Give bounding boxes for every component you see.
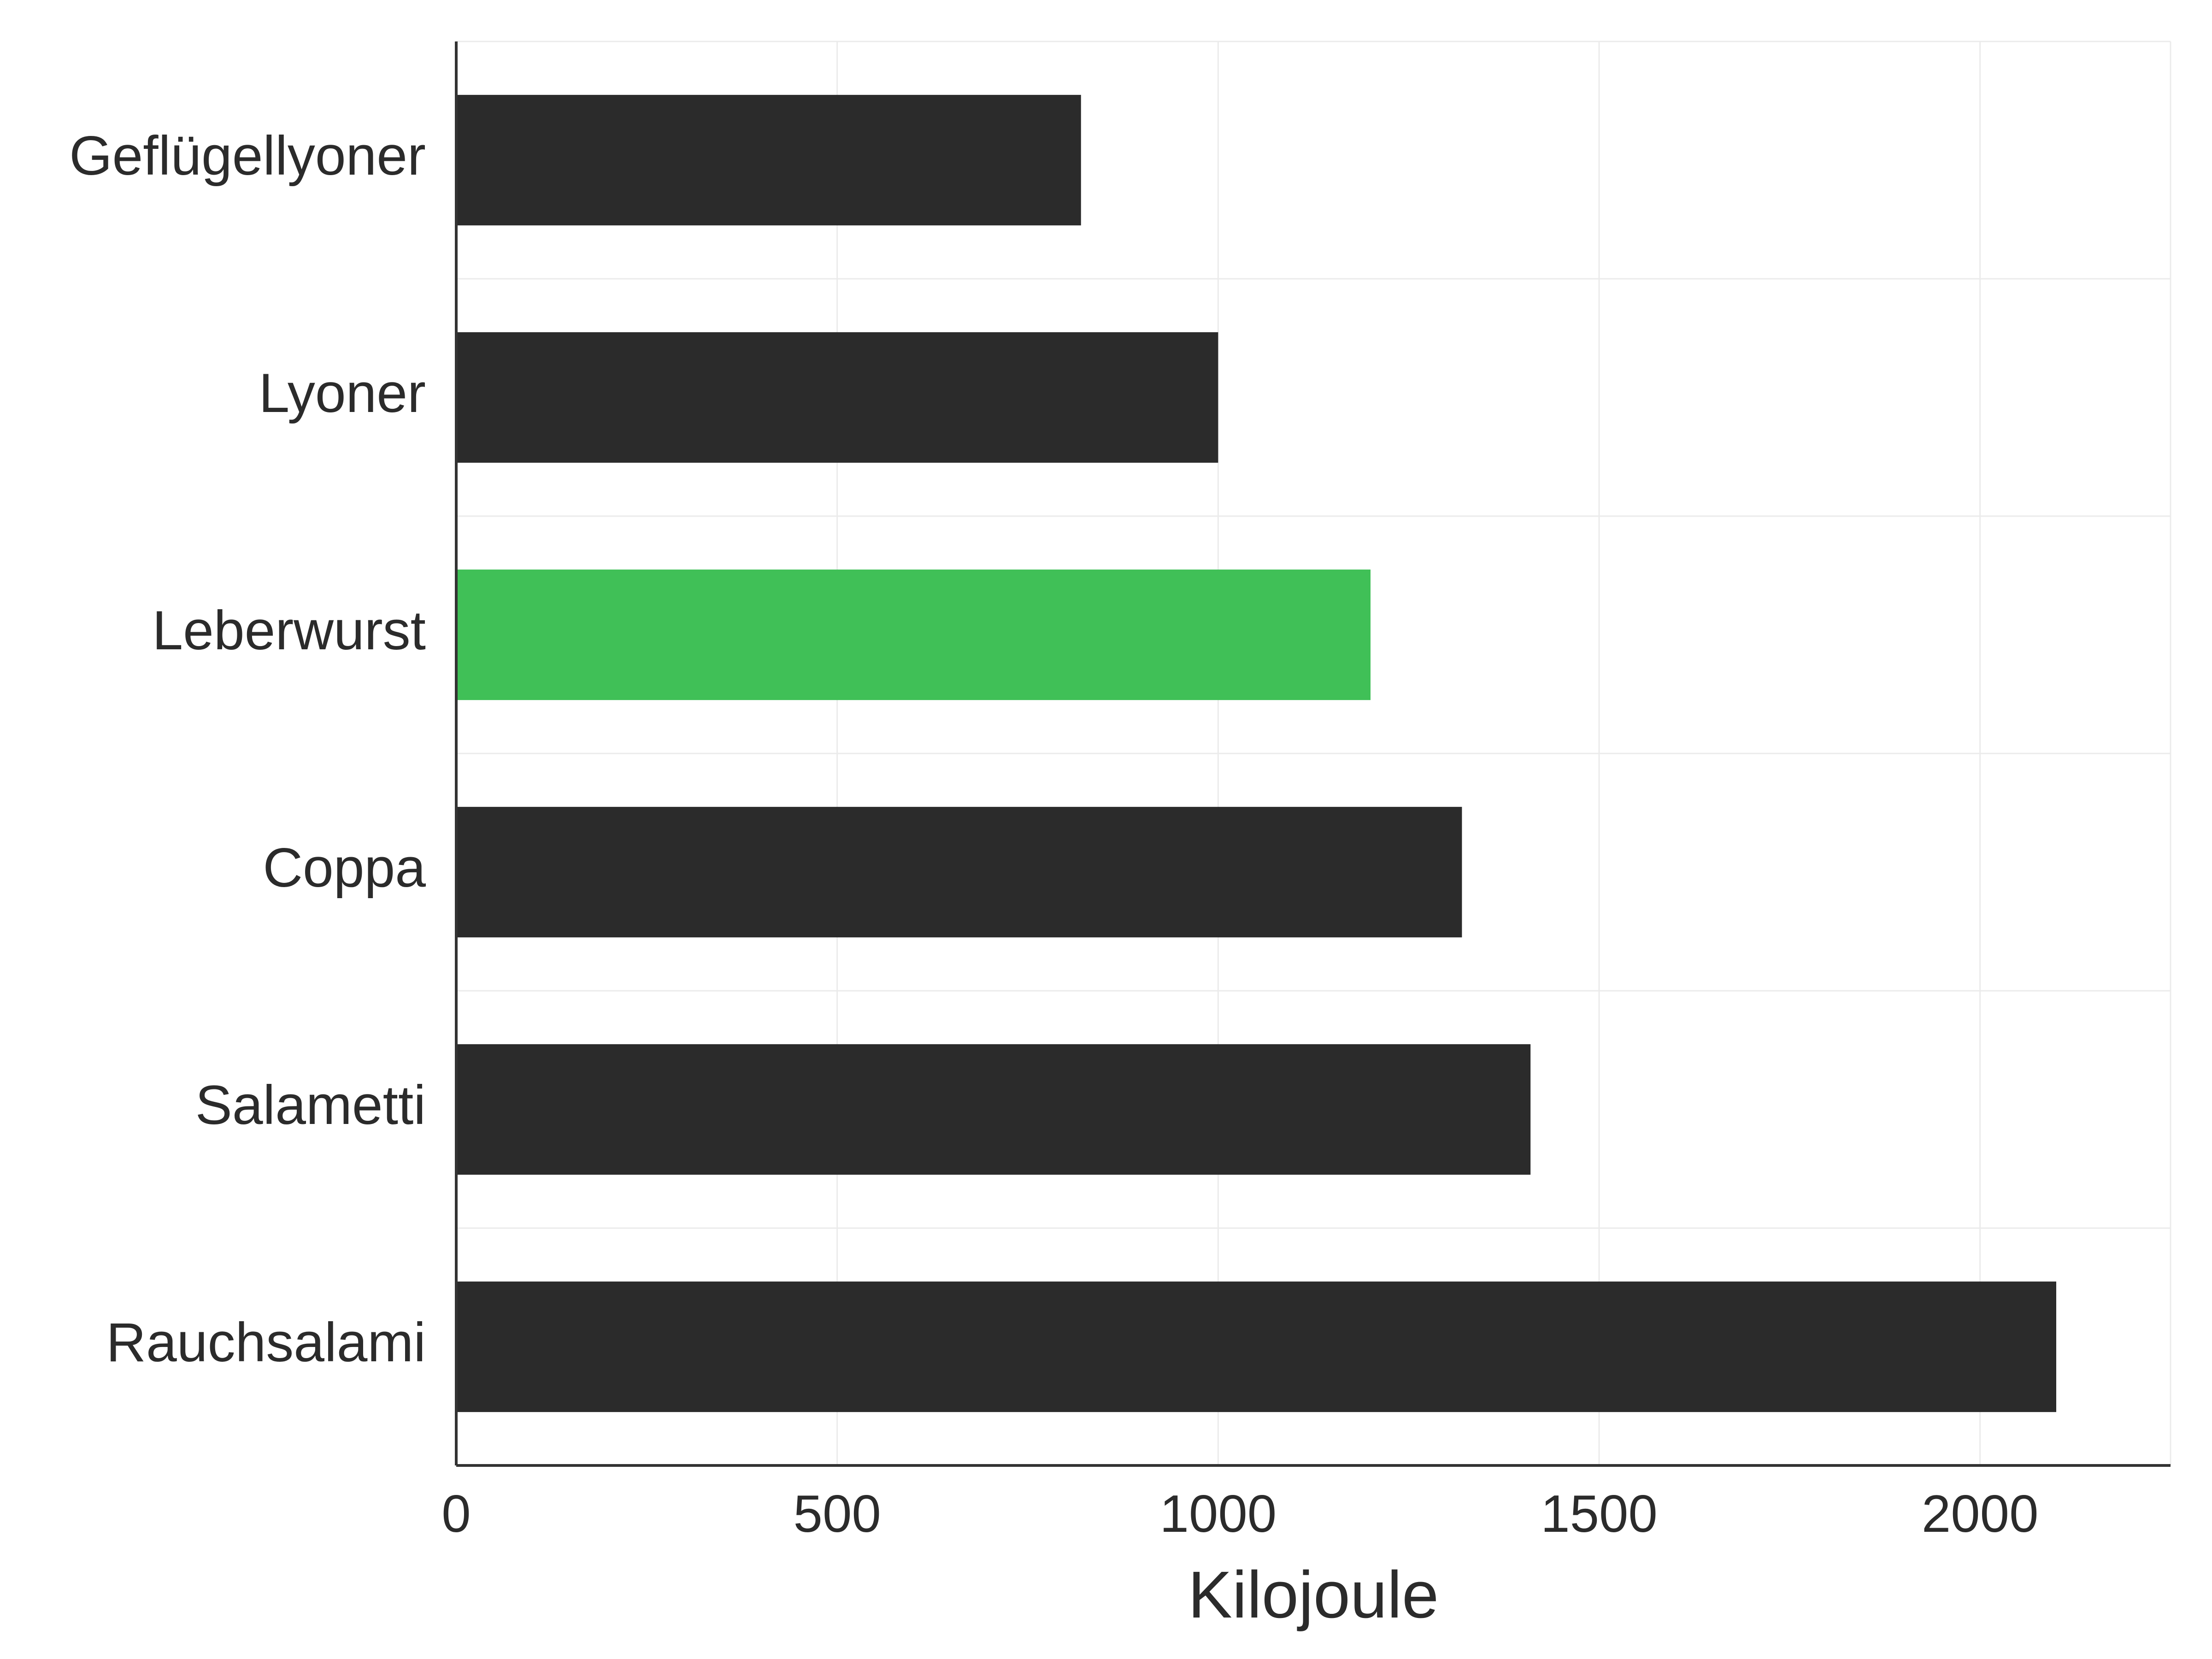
x-tick-label: 2000 [1922, 1485, 2039, 1543]
x-tick-label: 0 [441, 1485, 471, 1543]
category-label: Geflügellyoner [69, 125, 426, 187]
bar [456, 1044, 1530, 1175]
bar [456, 807, 1462, 937]
category-label: Coppa [263, 837, 426, 899]
category-label: Lyoner [259, 362, 426, 424]
bar [456, 1282, 2056, 1412]
category-label: Leberwurst [152, 600, 426, 661]
grid [456, 41, 2171, 1465]
bar [456, 95, 1081, 225]
category-label: Rauchsalami [106, 1312, 426, 1373]
bar [456, 570, 1371, 700]
bar [456, 332, 1218, 463]
category-label: Salametti [195, 1074, 426, 1136]
x-tick-labels: 0 500 1000 1500 2000 [441, 1485, 2038, 1543]
bar-chart: 0 500 1000 1500 2000 Geflügellyoner Lyoner Leb… [0, 0, 2212, 1659]
x-axis-title: Kilojoule [1188, 1558, 1439, 1632]
x-tick-label: 1500 [1541, 1485, 1658, 1543]
x-tick-label: 1000 [1160, 1485, 1277, 1543]
y-category-labels: Geflügellyoner Lyoner Leberwurst Coppa Salam… [69, 125, 426, 1373]
chart-container: 0 500 1000 1500 2000 Geflügellyoner Lyoner Leb… [0, 0, 2212, 1659]
x-tick-label: 500 [794, 1485, 881, 1543]
